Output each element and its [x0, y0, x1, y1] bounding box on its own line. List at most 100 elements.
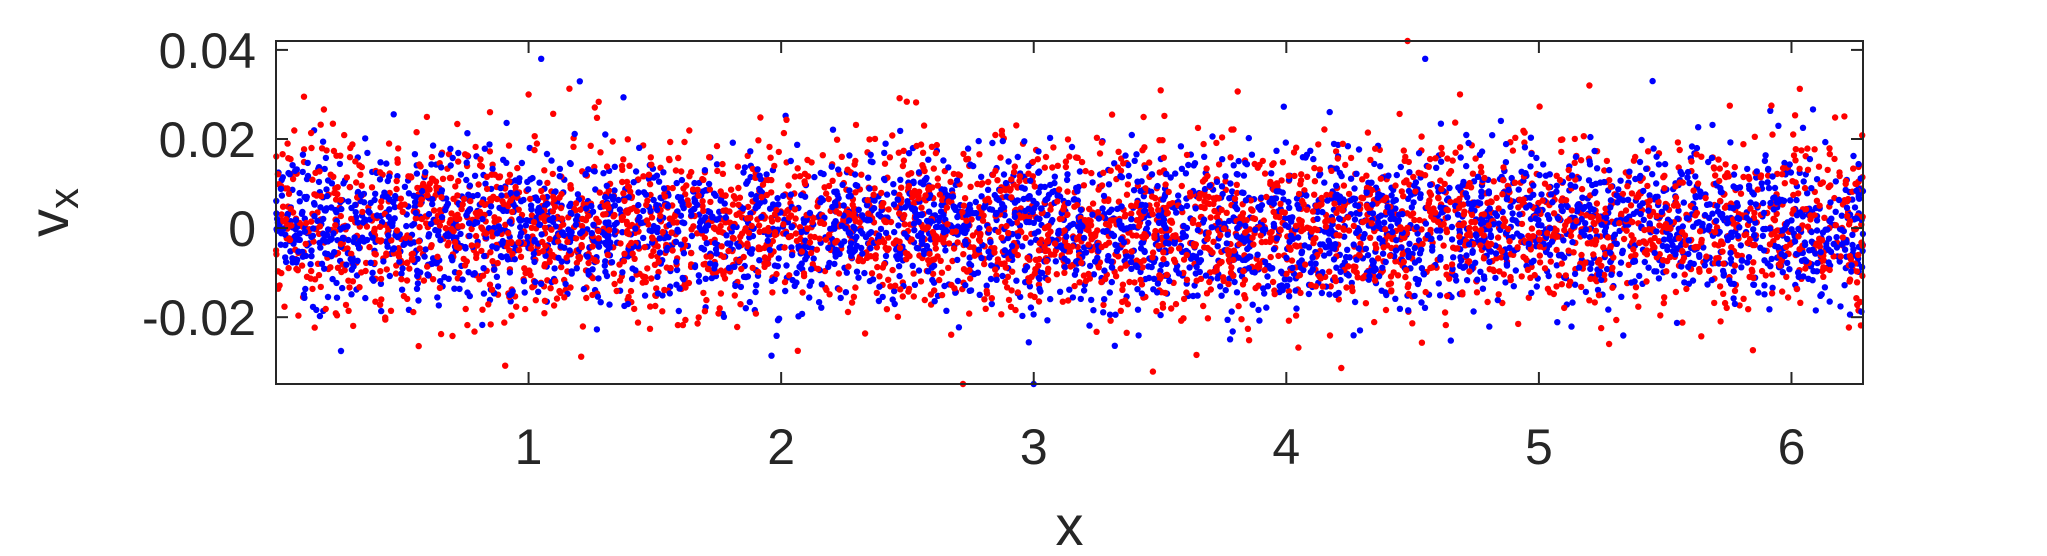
blue-point — [895, 222, 902, 229]
red-point — [1632, 251, 1639, 258]
red-point — [298, 262, 306, 269]
blue-point — [829, 126, 837, 133]
blue-point — [1382, 258, 1389, 266]
red-point — [727, 186, 735, 193]
red-point — [1163, 271, 1171, 278]
red-point — [1826, 150, 1834, 158]
red-point — [675, 154, 682, 162]
red-point — [1277, 200, 1284, 208]
red-point — [981, 296, 988, 303]
red-point — [792, 230, 800, 237]
blue-point — [1527, 163, 1534, 170]
blue-point — [479, 321, 486, 329]
blue-point — [891, 189, 898, 196]
red-point — [471, 328, 478, 335]
blue-point — [503, 119, 510, 127]
red-point — [850, 293, 858, 300]
blue-point — [1468, 205, 1475, 213]
blue-point — [1392, 295, 1399, 302]
blue-point — [597, 299, 604, 306]
red-point — [1124, 181, 1132, 188]
red-point — [486, 281, 494, 288]
red-point — [293, 265, 300, 273]
blue-point — [328, 180, 336, 187]
red-point — [757, 114, 764, 121]
red-point — [1586, 297, 1593, 304]
red-point — [792, 215, 799, 222]
red-point — [945, 240, 953, 247]
blue-point — [680, 276, 687, 283]
blue-point — [611, 202, 619, 209]
red-point — [1751, 241, 1759, 249]
blue-point — [1307, 260, 1315, 267]
red-point — [930, 165, 937, 172]
red-point — [475, 181, 482, 188]
red-point — [329, 120, 337, 127]
red-point — [699, 202, 706, 210]
red-point — [578, 353, 585, 360]
red-point — [871, 135, 879, 143]
red-point — [969, 232, 977, 239]
blue-point — [954, 277, 962, 285]
red-point — [1204, 172, 1211, 180]
blue-point — [1369, 210, 1377, 217]
red-point — [342, 301, 350, 309]
blue-point — [1725, 234, 1732, 241]
blue-point — [975, 246, 983, 253]
blue-point — [441, 274, 448, 281]
blue-point — [466, 182, 474, 189]
red-point — [1499, 176, 1507, 184]
red-point — [1098, 139, 1106, 146]
red-point — [905, 285, 913, 293]
red-point — [1655, 238, 1663, 245]
blue-point — [1828, 215, 1835, 222]
blue-point — [1209, 133, 1216, 140]
red-point — [917, 278, 925, 285]
blue-point — [588, 230, 595, 237]
red-point — [896, 95, 903, 102]
blue-point — [831, 199, 839, 206]
red-point — [406, 265, 413, 272]
red-point — [1853, 279, 1861, 286]
blue-point — [1214, 243, 1221, 250]
blue-point — [1841, 282, 1848, 289]
blue-point — [1163, 260, 1170, 267]
blue-point — [503, 159, 510, 166]
blue-point — [1492, 210, 1499, 217]
blue-point — [1758, 180, 1765, 187]
blue-point — [1630, 210, 1638, 217]
red-point — [502, 362, 509, 369]
blue-point — [1528, 259, 1535, 266]
blue-point — [413, 170, 421, 177]
blue-point — [1738, 264, 1745, 271]
blue-point — [989, 139, 996, 147]
blue-point — [869, 276, 877, 283]
blue-point — [1138, 201, 1146, 208]
blue-point — [1089, 211, 1096, 218]
red-point — [1630, 236, 1637, 243]
blue-point — [339, 236, 346, 243]
red-point — [700, 207, 707, 214]
red-point — [922, 192, 929, 199]
red-point — [1210, 238, 1217, 245]
red-point — [362, 267, 369, 275]
red-point — [1396, 110, 1403, 118]
red-point — [532, 297, 539, 304]
blue-point — [1326, 108, 1333, 116]
blue-point — [1714, 202, 1721, 209]
red-point — [1199, 178, 1207, 185]
red-point — [487, 249, 494, 256]
red-point — [1580, 133, 1588, 140]
blue-point — [656, 235, 663, 242]
blue-point — [1061, 264, 1069, 271]
blue-point — [758, 213, 765, 221]
red-point — [885, 245, 892, 252]
red-point — [918, 204, 925, 211]
blue-point — [1158, 261, 1165, 269]
blue-point — [1437, 227, 1444, 234]
blue-point — [1803, 258, 1810, 265]
red-point — [595, 98, 602, 106]
blue-point — [1837, 303, 1844, 310]
red-point — [1128, 248, 1135, 255]
red-point — [881, 260, 888, 268]
